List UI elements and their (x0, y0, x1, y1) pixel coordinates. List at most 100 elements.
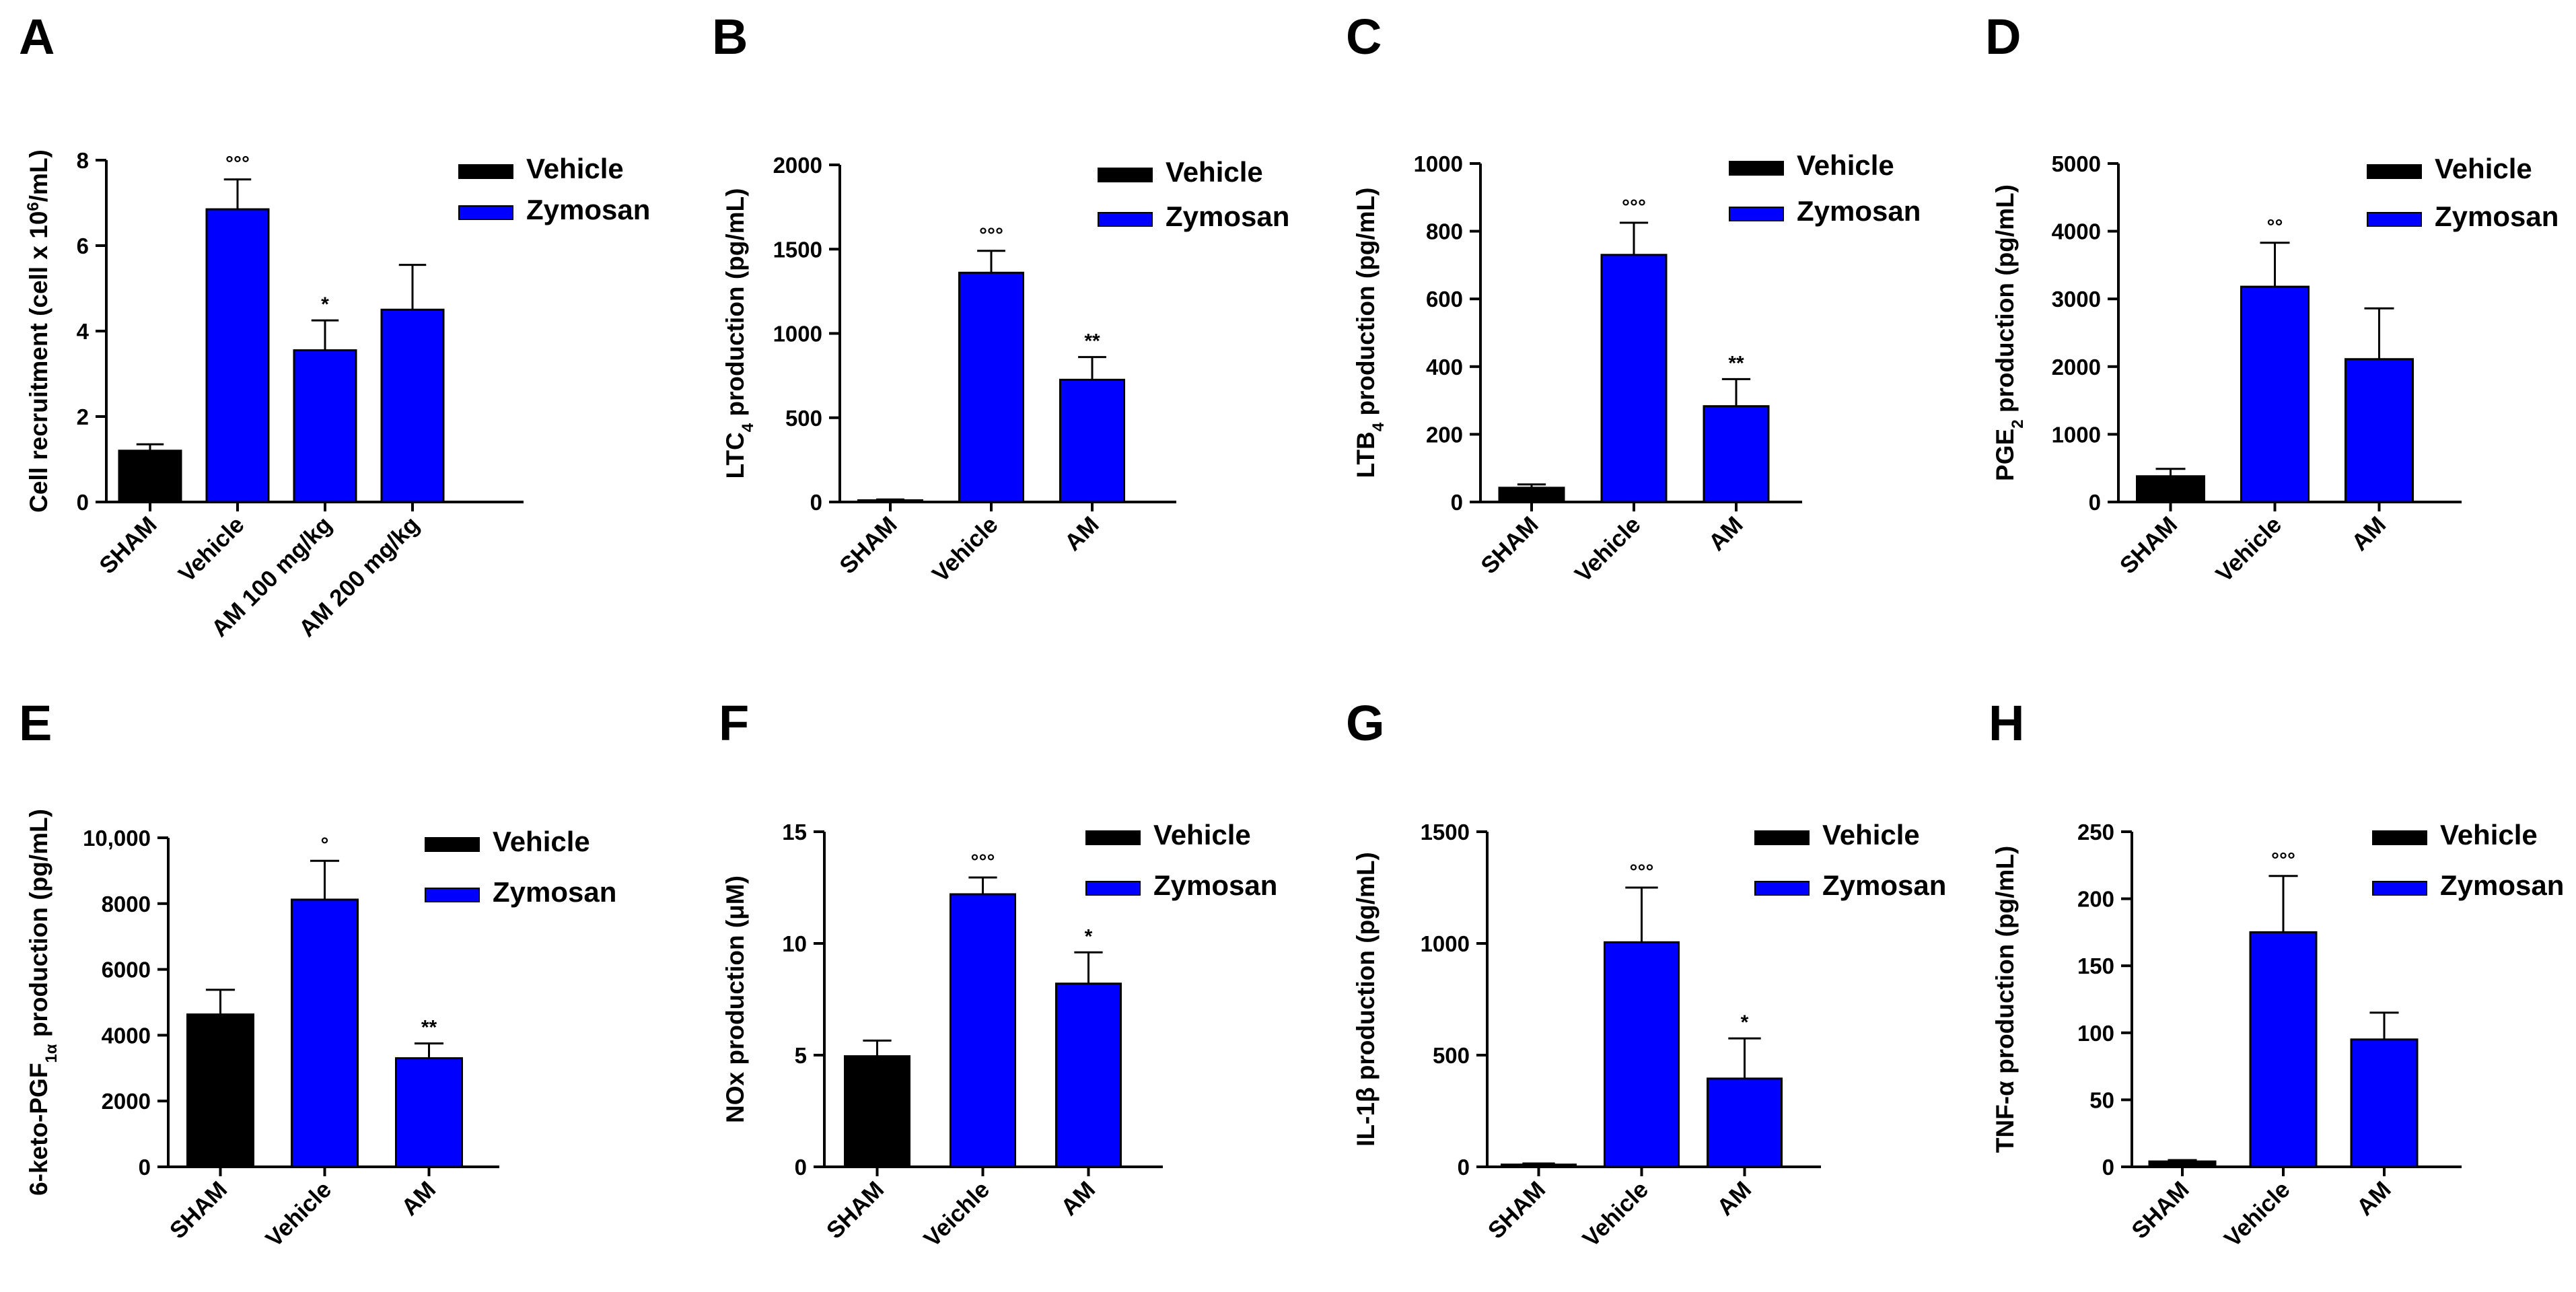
panel-letter: B (712, 9, 748, 65)
y-tick-label: 10,000 (83, 826, 151, 851)
y-tick-label: 0 (1458, 1155, 1470, 1180)
bar (1501, 1163, 1577, 1168)
chart-panel-g: G 0 500 1000 1500 IL-1β production (pg/mL) SHA… (1346, 695, 1946, 1252)
y-axis-label-part: Cell recruitment (cell x 10 (25, 211, 52, 513)
chart-panel-f: F 0 5 10 15 NOx production (μM) SHAM °°° Veichle… (719, 695, 1277, 1252)
y-axis-label-part: 6 (24, 202, 42, 211)
panel-letter: C (1346, 9, 1382, 65)
bar (118, 450, 182, 503)
legend-swatch (458, 205, 513, 220)
y-axis-label-part: 4 (1369, 422, 1388, 431)
bar (1703, 405, 1770, 503)
x-tick-label: Vehicle (2219, 1176, 2295, 1252)
legend-label: Zymosan (493, 876, 616, 908)
significance-label: * (321, 293, 329, 316)
y-tick-label: 0 (2102, 1155, 2114, 1180)
x-tick-label: SHAM (165, 1176, 232, 1244)
y-axis-label-part: LTB (1352, 431, 1380, 478)
legend-swatch (2367, 212, 2422, 227)
y-tick-label: 500 (1433, 1043, 1470, 1068)
y-axis-label: IL-1β production (pg/mL) (1352, 852, 1380, 1147)
y-tick-label: 4 (77, 319, 90, 344)
y-tick-label: 2000 (2052, 355, 2101, 380)
y-axis-label-part: TNF-α production (pg/mL) (1991, 846, 2019, 1153)
legend-label: Vehicle (2440, 819, 2538, 851)
y-tick-label: 600 (1426, 287, 1463, 312)
y-tick-label: 1000 (773, 322, 822, 347)
legend-swatch (425, 837, 480, 852)
bar (186, 1013, 254, 1168)
x-tick-label: SHAM (1483, 1176, 1550, 1244)
y-axis-label-part: production (pg/mL) (25, 809, 52, 1044)
y-axis-label: Cell recruitment (cell x 106/mL) (24, 149, 53, 513)
significance-label: ** (421, 1017, 437, 1039)
bar (1498, 487, 1565, 503)
y-tick-label: 800 (1426, 219, 1463, 244)
y-tick-label: 150 (2077, 954, 2114, 978)
y-tick-label: 50 (2089, 1087, 2114, 1112)
x-tick-label: Vehicle (260, 1176, 336, 1252)
y-tick-label: 5000 (2052, 151, 2101, 176)
significance-label: °°° (979, 224, 1003, 246)
chart-panel-h: H 0 50 100 150 200 250 TNF-α production (pg/mL)… (1989, 695, 2564, 1252)
y-tick-label: 250 (2077, 820, 2114, 845)
y-tick-label: 4000 (2052, 219, 2101, 244)
x-tick-label: Vehicle (1570, 511, 1646, 587)
legend-label: Zymosan (1822, 869, 1946, 901)
y-axis-label-part: PGE (1991, 429, 2019, 481)
bar (1707, 1077, 1783, 1168)
y-tick-label: 8 (77, 148, 89, 173)
y-tick-label: 10 (782, 931, 807, 956)
bar (1059, 378, 1125, 503)
y-tick-label: 1000 (1421, 931, 1470, 956)
y-axis-label-part: /mL) (25, 149, 52, 202)
chart-panel-c: C 0 200 400 600 800 1000 LTB4 production (pg/mL… (1346, 9, 1921, 587)
y-tick-label: 400 (1426, 355, 1463, 380)
legend-swatch (1729, 207, 1784, 221)
bar (2249, 931, 2318, 1168)
y-tick-label: 1500 (773, 237, 822, 262)
y-tick-label: 200 (2077, 887, 2114, 912)
y-axis-label: PGE2 production (pg/mL) (1991, 184, 2027, 481)
bar (2148, 1160, 2217, 1168)
x-tick-label: SHAM (834, 511, 902, 579)
bar (2240, 285, 2310, 503)
y-tick-label: 4000 (102, 1023, 151, 1048)
significance-label: °°° (1630, 861, 1654, 883)
x-tick-label: AM (396, 1176, 441, 1221)
bar (293, 349, 357, 503)
legend-label: Vehicle (1822, 819, 1920, 851)
legend-swatch (1729, 161, 1784, 176)
legend-label: Zymosan (2435, 201, 2559, 232)
x-tick-label: AM (1712, 1176, 1756, 1221)
legend-label: Vehicle (1153, 819, 1251, 851)
bar (2350, 1038, 2419, 1168)
x-tick-label: Vehicle (927, 511, 1003, 587)
y-tick-label: 0 (795, 1155, 807, 1180)
significance-label: °° (2267, 216, 2283, 238)
bar (380, 308, 445, 503)
bar (958, 271, 1024, 503)
chart-panel-d: D 0 1000 2000 3000 4000 5000 PGE2 production (p… (1985, 9, 2559, 587)
y-tick-label: 6000 (102, 958, 151, 982)
panel-letter: G (1346, 695, 1385, 751)
bar (395, 1057, 463, 1168)
y-tick-label: 5 (795, 1043, 807, 1068)
x-tick-label: SHAM (1476, 511, 1543, 579)
y-tick-label: 1500 (1421, 820, 1470, 845)
legend-swatch (1085, 830, 1141, 845)
panel-letter: A (19, 9, 55, 65)
y-tick-label: 0 (139, 1155, 151, 1180)
significance-label: °°° (2271, 849, 2295, 871)
y-axis-label: 6-keto-PGF1α production (pg/mL) (25, 809, 61, 1196)
y-axis-label-part: production (pg/mL) (1991, 184, 2019, 419)
legend-label: Zymosan (1166, 201, 1289, 232)
significance-label: ** (1728, 352, 1744, 374)
y-tick-label: 1000 (1414, 151, 1463, 176)
y-tick-label: 3000 (2052, 287, 2101, 312)
legend-swatch (1098, 168, 1153, 182)
legend-swatch (458, 164, 513, 179)
y-tick-label: 2 (77, 404, 89, 429)
y-axis-label-part: LTC (721, 432, 749, 478)
y-axis-label-part: IL-1β production (pg/mL) (1352, 852, 1380, 1147)
